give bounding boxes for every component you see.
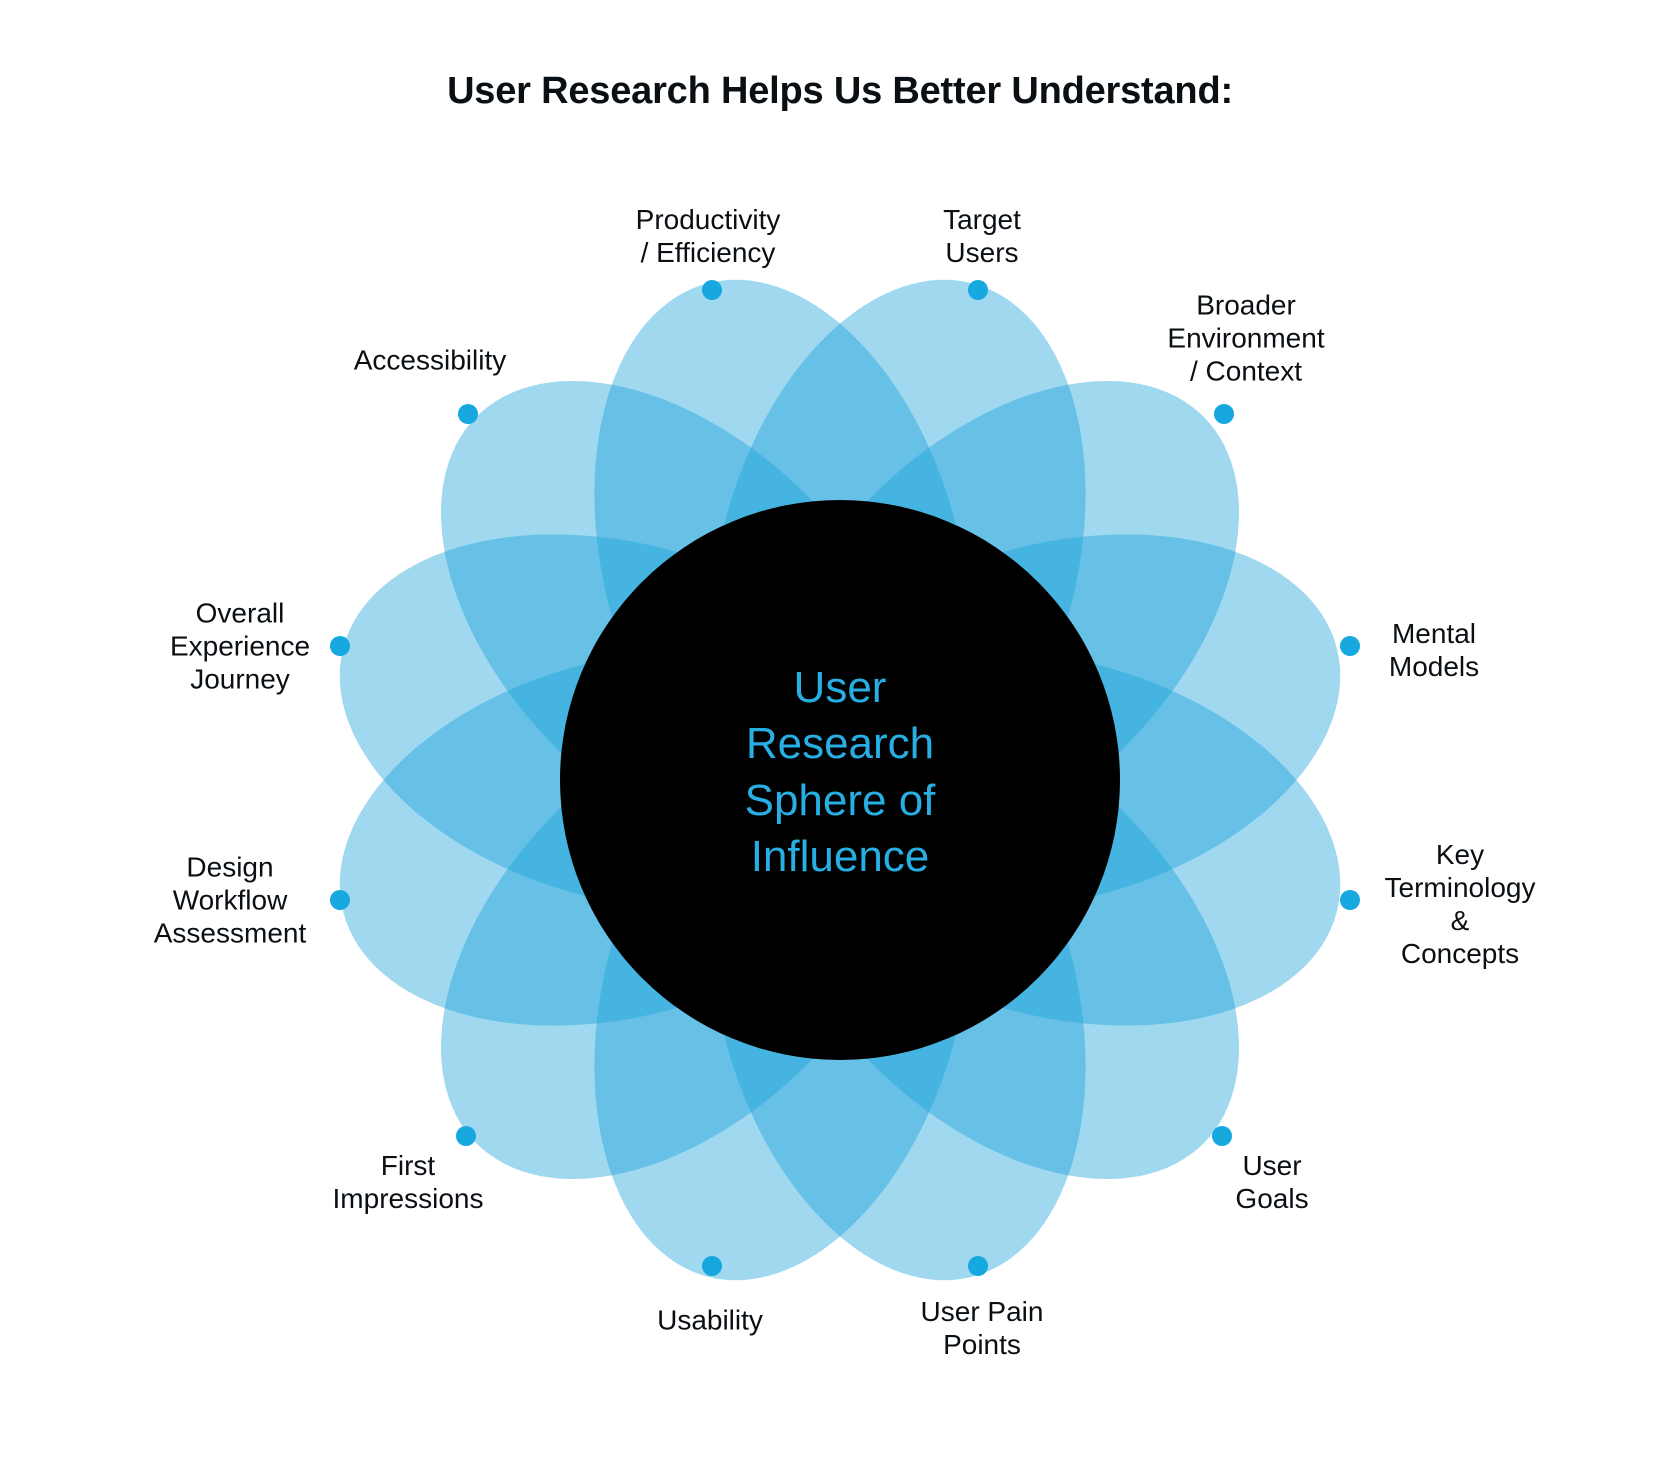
petal-label: Broader Environment / Context [1167,288,1324,387]
center-label: User Research Sphere of Influence [680,660,1000,885]
petal-label: User Goals [1235,1149,1308,1215]
petal-dot [702,1256,722,1276]
petal-label: First Impressions [333,1149,484,1215]
petal-label: Design Workflow Assessment [154,850,307,949]
petal-label: Key Terminology & Concepts [1385,838,1536,970]
petal-dot [1340,890,1360,910]
petal-dot [1214,404,1234,424]
petal-label: Productivity / Efficiency [636,203,781,269]
page-title: User Research Helps Us Better Understand… [0,70,1680,113]
petal-dot [968,280,988,300]
petal-dot [1212,1126,1232,1146]
petal-label: Accessibility [354,343,506,376]
petal-label: User Pain Points [921,1295,1044,1361]
petal-dot [330,890,350,910]
petal-label: Mental Models [1389,617,1479,683]
petal-dot [702,280,722,300]
petal-label: Target Users [943,203,1021,269]
petal-dot [968,1256,988,1276]
petal-dot [458,404,478,424]
petal-dot [456,1126,476,1146]
petal-dot [1340,636,1360,656]
page-root: User Research Helps Us Better Understand… [0,0,1680,1469]
petal-label: Usability [657,1303,763,1336]
petal-dot [330,636,350,656]
sphere-diagram: User Research Sphere of Influence Target… [240,180,1440,1380]
petal-label: Overall Experience Journey [170,596,310,695]
